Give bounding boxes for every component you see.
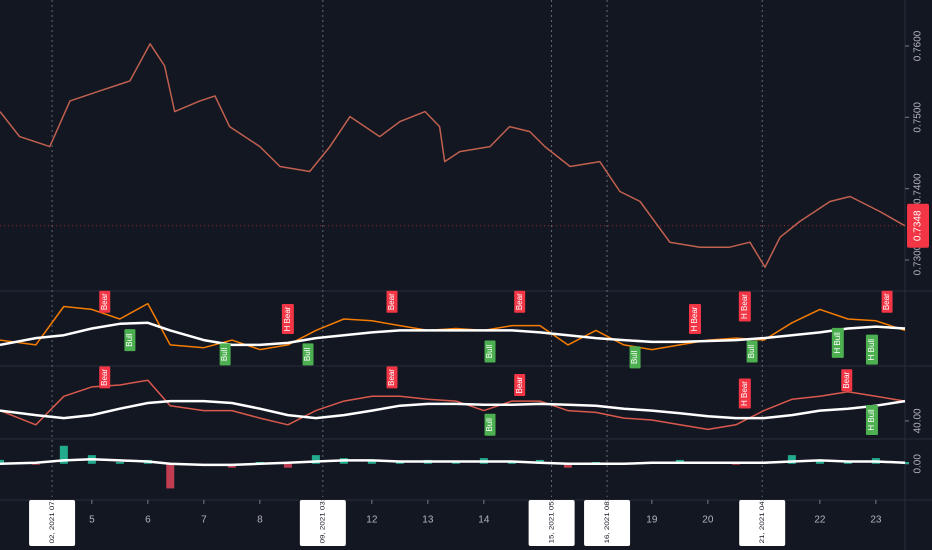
signal-text: Bear — [515, 376, 524, 393]
x-tick-box — [29, 500, 76, 546]
x-tick-box — [299, 500, 346, 546]
signal-text: Bull — [303, 348, 312, 362]
signal-label — [281, 303, 294, 334]
histogram-bar — [115, 461, 124, 464]
signal-text: H Bear — [740, 381, 749, 406]
signal-label — [484, 413, 496, 436]
y-tick-label: 0.7300 — [913, 244, 924, 275]
series-line — [0, 379, 906, 431]
x-tick-box — [528, 500, 575, 546]
last-price-label: 0.7348 — [913, 210, 924, 241]
histogram-bar — [0, 459, 4, 464]
y-tick-label: 0.7600 — [913, 30, 924, 61]
signal-text: Bear — [515, 293, 524, 310]
histogram-bar — [367, 459, 376, 464]
x-tick-label: Jul 02, 2021 07:00 — [47, 490, 55, 550]
series-line — [0, 399, 906, 420]
signal-label — [865, 334, 878, 365]
signal-text: H Bear — [740, 294, 749, 319]
x-tick-label: 20 — [702, 515, 714, 526]
x-tick-label: 14 — [478, 515, 490, 526]
histogram-bar — [507, 461, 516, 464]
y-tick-label: 40.00 — [913, 408, 924, 433]
signal-text: Bull — [220, 348, 229, 362]
x-tick-label: 7 — [201, 515, 207, 526]
signal-text: Bear — [387, 293, 396, 310]
x-tick-label: Jul 21, 2021 04:00 — [758, 490, 766, 550]
signal-label — [629, 346, 641, 369]
signal-label — [514, 290, 526, 313]
signal-text: Bull — [485, 418, 494, 432]
histogram-bar — [31, 463, 40, 465]
histogram-bar — [166, 463, 175, 489]
y-tick-label: 0.7500 — [913, 102, 924, 133]
signal-label — [124, 329, 136, 352]
histogram-bar — [283, 463, 292, 468]
signal-text: Bull — [485, 345, 494, 359]
histogram-bar — [787, 455, 796, 464]
signal-text: Bear — [882, 293, 891, 310]
signal-label — [219, 343, 231, 366]
signal-label — [386, 290, 398, 313]
signal-label — [746, 340, 758, 363]
series-line — [0, 43, 906, 268]
signal-label — [302, 343, 314, 366]
histogram-bar — [901, 461, 909, 464]
x-tick-label: 6 — [145, 515, 151, 526]
signal-label — [484, 340, 496, 363]
signal-label — [738, 378, 751, 409]
x-tick-label: 5 — [89, 515, 95, 526]
signal-label — [841, 369, 853, 392]
signal-text: Bull — [747, 345, 756, 359]
signal-label — [514, 374, 526, 397]
signal-label — [865, 404, 878, 435]
signal-text: Bear — [387, 369, 396, 386]
signal-text: Bear — [842, 371, 851, 388]
signal-text: H Bear — [690, 306, 699, 331]
histogram-bar — [59, 445, 68, 464]
signal-text: Bear — [100, 369, 109, 386]
signal-label — [99, 290, 111, 313]
signal-label — [881, 290, 893, 313]
y-tick-label: 0.00 — [913, 454, 924, 474]
x-tick-label: 12 — [366, 515, 378, 526]
signal-text: Bull — [125, 333, 134, 347]
signal-text: Bear — [100, 293, 109, 310]
signal-label — [831, 327, 844, 358]
signal-label — [99, 366, 111, 389]
series-line — [0, 457, 906, 467]
signal-text: Bull — [630, 350, 639, 364]
last-price-badge — [907, 203, 929, 248]
signal-label — [738, 291, 751, 322]
x-tick-label: 23 — [870, 515, 882, 526]
signal-label — [688, 303, 701, 334]
histogram-bar — [395, 461, 404, 464]
x-tick-label: 13 — [422, 515, 434, 526]
x-tick-label: Jul 09, 2021 03:00 — [318, 490, 326, 550]
signal-text: H Bear — [283, 306, 292, 331]
x-tick-box — [739, 500, 786, 546]
histogram-bar — [815, 459, 824, 464]
signal-text: H Bull — [867, 409, 876, 431]
x-tick-label: 8 — [257, 515, 263, 526]
y-tick-label: 0.7400 — [913, 173, 924, 204]
signal-text: H Bull — [867, 339, 876, 361]
x-tick-label: 22 — [814, 515, 826, 526]
histogram-bar — [563, 463, 572, 468]
histogram-bar — [731, 463, 740, 465]
histogram-bar — [843, 461, 852, 464]
x-tick-label: 19 — [646, 515, 658, 526]
signal-text: H Bull — [833, 332, 842, 354]
histogram-bar — [311, 455, 320, 464]
x-tick-label: Jul 16, 2021 08:00 — [602, 490, 610, 550]
x-tick-label: Jul 15, 2021 05:00 — [547, 490, 555, 550]
x-tick-box — [584, 500, 631, 546]
series-line — [0, 321, 906, 347]
histogram-bar — [451, 461, 460, 464]
signal-label — [386, 366, 398, 389]
